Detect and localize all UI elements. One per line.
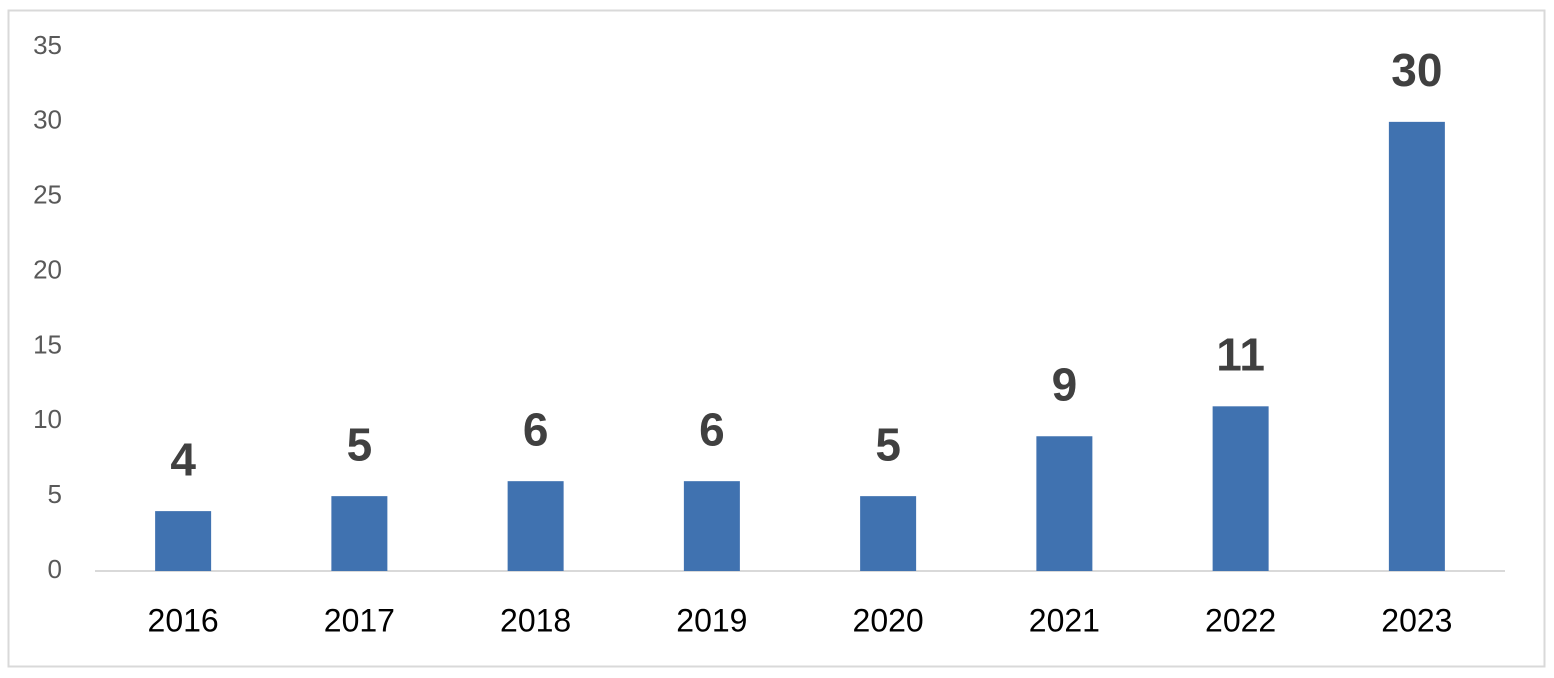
x-tick-label: 2023 (1381, 602, 1452, 638)
y-tick-label: 10 (33, 404, 62, 434)
y-tick-label: 35 (33, 30, 62, 60)
x-tick-label: 2017 (324, 602, 395, 638)
bar (155, 511, 212, 571)
bar (1388, 121, 1445, 571)
bar (331, 496, 388, 571)
y-tick-label: 20 (33, 254, 62, 284)
value-label: 5 (875, 418, 901, 470)
x-tick-label: 2022 (1205, 602, 1276, 638)
value-label: 9 (1052, 358, 1078, 410)
x-tick-label: 2019 (676, 602, 747, 638)
x-tick-label: 2018 (500, 602, 571, 638)
value-label: 5 (347, 418, 373, 470)
x-tick-label: 2016 (148, 602, 219, 638)
value-label: 4 (170, 433, 196, 485)
y-tick-label: 0 (48, 554, 62, 584)
value-label: 6 (699, 403, 725, 455)
chart-border (7, 9, 1546, 668)
bar (683, 481, 740, 571)
x-tick-label: 2021 (1029, 602, 1100, 638)
y-tick-label: 15 (33, 329, 62, 359)
bar (1036, 436, 1093, 571)
bar (1212, 406, 1269, 571)
bar (860, 496, 917, 571)
y-tick-label: 30 (33, 105, 62, 135)
y-tick-label: 5 (48, 479, 62, 509)
x-tick-label: 2020 (853, 602, 924, 638)
y-tick-label: 25 (33, 180, 62, 210)
bar (507, 481, 564, 571)
value-label: 11 (1216, 328, 1265, 380)
value-label: 6 (523, 403, 549, 455)
value-label: 30 (1391, 44, 1442, 96)
